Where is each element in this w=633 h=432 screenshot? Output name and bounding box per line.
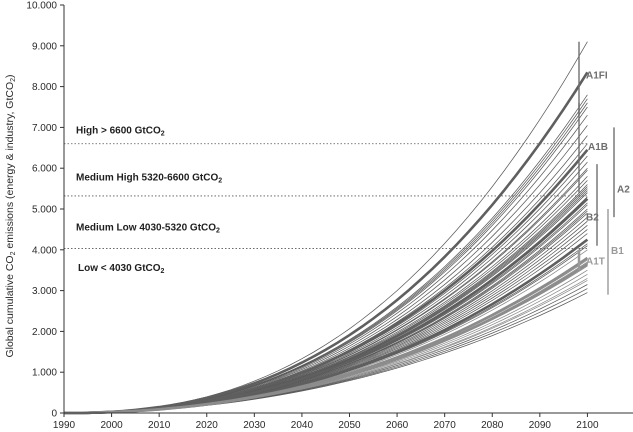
threshold-label-subscript: 2 <box>161 131 165 138</box>
y-tick-label: 2.000 <box>32 327 57 338</box>
y-tick-label: 3.000 <box>32 286 57 297</box>
scenario-group-label: A1FI <box>586 70 608 81</box>
y-tick-label: 10.000 <box>26 1 57 12</box>
scenario-group-label: A1B <box>588 142 608 153</box>
y-axis-label: Global cumulative CO2 emissions (energy … <box>4 74 17 357</box>
scenario-group-label: B1 <box>611 246 624 257</box>
threshold-label-subscript: 2 <box>218 177 222 184</box>
x-tick-label: 2000 <box>100 420 123 431</box>
x-tick-label: 2090 <box>529 420 552 431</box>
x-tick-label: 2030 <box>243 420 266 431</box>
x-tick-label: 2060 <box>386 420 409 431</box>
y-tick-label: 6.000 <box>32 164 57 175</box>
x-tick-label: 2040 <box>291 420 314 431</box>
scenario-line <box>63 269 588 414</box>
threshold-label-subscript: 2 <box>216 228 220 235</box>
y-tick-label: 8.000 <box>32 82 57 93</box>
threshold-label-text: Low < 4030 GtCO <box>78 263 161 274</box>
x-tick-label: 2080 <box>481 420 504 431</box>
y-tick-label: 9.000 <box>32 41 57 52</box>
threshold-label: Medium Low 4030-5320 GtCO2 <box>76 223 220 235</box>
scenario-group-label: A2 <box>617 185 630 196</box>
threshold-label: High > 6600 GtCO2 <box>76 126 165 138</box>
marker-scenario-line <box>63 263 589 415</box>
scenario-line <box>63 259 588 414</box>
x-tick-label: 2100 <box>576 420 599 431</box>
marker-scenario-line <box>63 256 589 415</box>
threshold-label-text: High > 6600 GtCO <box>76 126 161 137</box>
threshold-label-subscript: 2 <box>161 268 165 275</box>
scenario-group-label: B2 <box>586 212 599 223</box>
x-tick-label: 2010 <box>148 420 171 431</box>
x-tick-label: 2050 <box>338 420 361 431</box>
threshold-label: Low < 4030 GtCO2 <box>78 263 165 275</box>
x-tick-label: 2070 <box>434 420 457 431</box>
y-tick-label: 7.000 <box>32 123 57 134</box>
y-tick-label: 1.000 <box>32 368 57 379</box>
x-tick-label: 2020 <box>196 420 219 431</box>
x-tick-label: 1990 <box>53 420 76 431</box>
scenario-line <box>63 265 588 414</box>
y-tick-label: 5.000 <box>32 205 57 216</box>
y-tick-label: 4.000 <box>32 245 57 256</box>
threshold-label: Medium High 5320-6600 GtCO2 <box>76 172 222 184</box>
threshold-label-text: Medium High 5320-6600 GtCO <box>76 172 218 183</box>
threshold-label-text: Medium Low 4030-5320 GtCO <box>76 223 216 234</box>
scenario-group-label: A1T <box>586 256 605 267</box>
y-tick-label: 0 <box>51 409 57 420</box>
scenario-line <box>63 278 588 414</box>
